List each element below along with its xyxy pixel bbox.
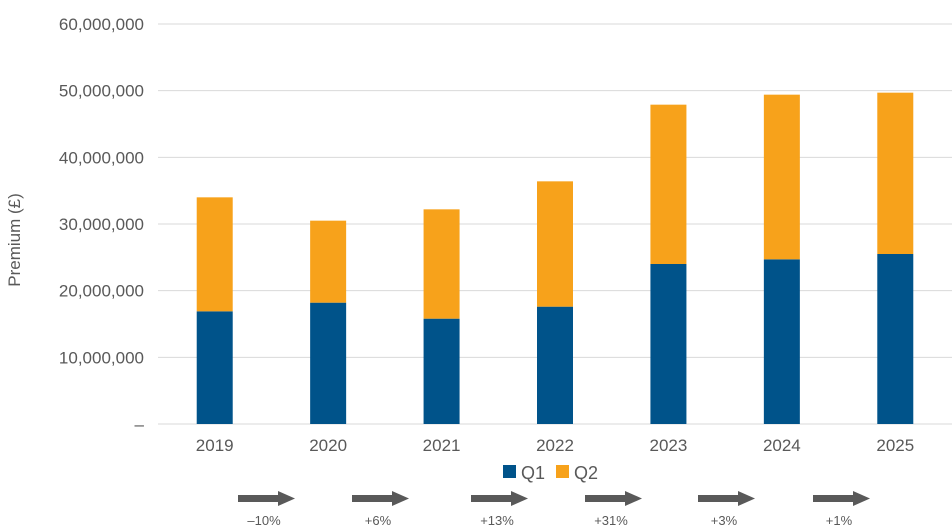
year-over-year-changes: –10% +6% +13% +31% +3% +1% — [238, 491, 870, 528]
bar-q2-2024 — [763, 94, 800, 260]
change-arrow-icon — [238, 491, 295, 506]
bar-q1-2024 — [763, 259, 800, 424]
change-label: +1% — [826, 513, 853, 528]
bar-q2-2019 — [196, 197, 233, 312]
x-tick-label: 2020 — [309, 436, 347, 455]
change-arrow-icon — [471, 491, 528, 506]
bar-q2-2021 — [423, 209, 460, 319]
x-axis-ticks: 2019 2020 2021 2022 2023 2024 2025 — [196, 436, 914, 455]
legend: Q1 Q2 — [503, 463, 598, 483]
x-tick-label: 2023 — [650, 436, 688, 455]
change-label: +31% — [594, 513, 628, 528]
x-tick-label: 2019 — [196, 436, 234, 455]
change-arrow-icon — [698, 491, 755, 506]
y-tick-label: 20,000,000 — [59, 282, 144, 301]
y-axis-title: Premium (£) — [5, 193, 24, 287]
x-tick-label: 2022 — [536, 436, 574, 455]
bar-q2-2020 — [310, 220, 347, 303]
x-tick-label: 2024 — [763, 436, 801, 455]
change-arrow-icon — [352, 491, 409, 506]
bar-q2-2025 — [877, 92, 914, 255]
y-tick-label: 60,000,000 — [59, 15, 144, 34]
change-label: +6% — [365, 513, 392, 528]
y-axis-ticks: – 10,000,000 20,000,000 30,000,000 40,000,00… — [59, 15, 145, 434]
x-tick-label: 2025 — [876, 436, 914, 455]
change-label: +3% — [711, 513, 738, 528]
y-tick-label: 30,000,000 — [59, 215, 144, 234]
y-tick-label: 50,000,000 — [59, 82, 144, 101]
change-label: –10% — [247, 513, 281, 528]
bar-q1-2019 — [196, 311, 233, 424]
y-tick-label: – — [135, 415, 145, 434]
change-arrow-icon — [585, 491, 642, 506]
bar-q2-2023 — [650, 104, 687, 265]
legend-swatch-q1 — [503, 465, 516, 478]
change-label: +13% — [480, 513, 514, 528]
bar-q2-2022 — [537, 181, 573, 307]
legend-label-q1: Q1 — [521, 463, 545, 483]
y-tick-label: 10,000,000 — [59, 348, 144, 367]
bar-q1-2021 — [423, 318, 460, 424]
change-arrow-icon — [813, 491, 870, 506]
bar-q1-2023 — [650, 264, 687, 424]
y-tick-label: 40,000,000 — [59, 148, 144, 167]
bars — [196, 92, 914, 424]
legend-label-q2: Q2 — [574, 463, 598, 483]
bar-q1-2020 — [310, 302, 347, 424]
x-tick-label: 2021 — [423, 436, 461, 455]
bar-q1-2025 — [877, 254, 914, 424]
bar-q1-2022 — [537, 306, 573, 424]
legend-swatch-q2 — [556, 465, 569, 478]
